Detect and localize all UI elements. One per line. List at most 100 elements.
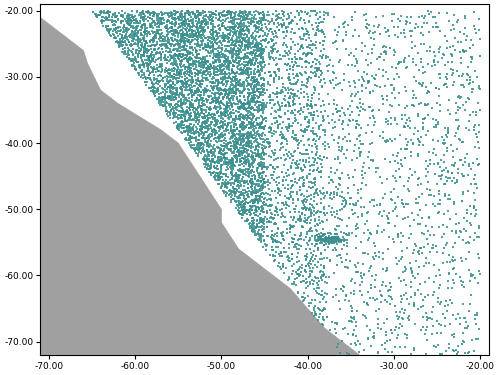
Point — [294, 271, 302, 277]
Point — [256, 72, 264, 78]
Point — [170, 106, 177, 112]
Point — [316, 234, 324, 240]
Point — [228, 38, 236, 44]
Point — [251, 44, 259, 50]
Point — [200, 16, 207, 22]
Point — [194, 29, 202, 35]
Point — [230, 186, 237, 192]
Point — [164, 26, 172, 32]
Point — [248, 189, 256, 195]
Point — [234, 131, 242, 137]
Point — [173, 63, 181, 69]
Point — [125, 39, 133, 45]
Point — [181, 10, 189, 16]
Point — [196, 21, 204, 27]
Point — [240, 159, 248, 165]
Point — [452, 146, 460, 152]
Point — [459, 71, 467, 77]
Point — [186, 68, 194, 74]
Point — [164, 109, 172, 115]
Point — [236, 112, 244, 118]
Point — [258, 110, 266, 116]
Point — [210, 71, 218, 77]
Point — [274, 99, 282, 105]
Point — [188, 142, 196, 148]
Point — [152, 66, 160, 72]
Point — [236, 202, 244, 208]
Point — [253, 93, 261, 99]
Point — [345, 175, 353, 181]
Point — [208, 99, 216, 105]
Point — [200, 130, 207, 136]
Point — [109, 11, 117, 17]
Point — [460, 284, 468, 290]
Point — [244, 151, 252, 157]
Point — [412, 196, 420, 202]
Point — [212, 72, 220, 78]
Point — [248, 204, 256, 210]
Point — [133, 25, 141, 31]
Point — [148, 36, 156, 42]
Point — [212, 98, 220, 104]
Point — [149, 9, 157, 15]
Point — [387, 196, 395, 202]
Point — [460, 191, 468, 197]
Point — [358, 74, 366, 80]
Point — [204, 161, 212, 167]
Point — [248, 105, 256, 111]
Point — [154, 88, 162, 94]
Point — [292, 80, 300, 86]
Point — [164, 84, 172, 90]
Point — [354, 190, 362, 196]
Point — [265, 203, 273, 209]
Point — [312, 217, 320, 223]
Point — [227, 10, 235, 16]
Point — [436, 188, 444, 194]
Point — [254, 153, 262, 159]
Point — [394, 194, 402, 200]
Point — [250, 85, 258, 91]
Point — [336, 306, 344, 312]
Point — [435, 10, 443, 16]
Point — [228, 40, 236, 46]
Point — [250, 9, 258, 15]
Point — [185, 27, 193, 33]
Point — [182, 55, 190, 61]
Point — [326, 195, 334, 201]
Point — [442, 242, 450, 248]
Point — [412, 62, 420, 68]
Point — [124, 20, 132, 26]
Point — [254, 76, 262, 82]
Point — [169, 111, 177, 117]
Point — [288, 164, 296, 170]
Point — [172, 87, 179, 93]
Point — [240, 24, 248, 30]
Point — [284, 67, 292, 73]
Point — [192, 14, 200, 20]
Point — [456, 30, 464, 36]
Point — [232, 173, 240, 179]
Point — [257, 16, 265, 22]
Point — [224, 192, 232, 198]
Point — [232, 171, 240, 177]
Point — [374, 316, 382, 322]
Point — [228, 62, 236, 68]
Point — [202, 161, 210, 167]
Point — [92, 13, 100, 19]
Point — [174, 15, 182, 21]
Point — [200, 69, 207, 75]
Point — [378, 229, 386, 235]
Point — [144, 65, 152, 71]
Point — [218, 151, 226, 157]
Point — [226, 124, 234, 130]
Point — [286, 51, 294, 57]
Point — [201, 122, 209, 128]
Point — [243, 130, 251, 136]
Point — [238, 178, 246, 184]
Point — [324, 68, 332, 74]
Point — [438, 250, 446, 256]
Point — [270, 102, 278, 108]
Point — [432, 152, 440, 158]
Point — [256, 89, 264, 95]
Point — [208, 121, 216, 127]
